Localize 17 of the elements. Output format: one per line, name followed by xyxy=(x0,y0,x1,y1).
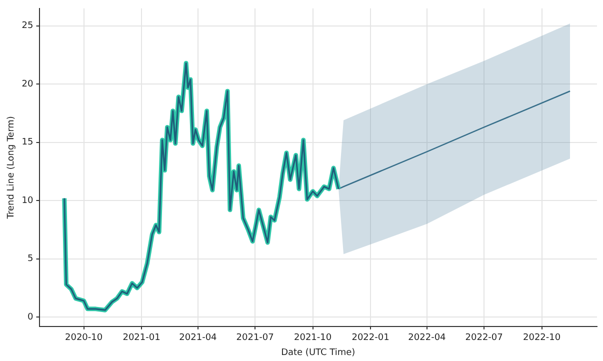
y-tick-label: 10 xyxy=(22,196,34,206)
y-tick-label: 25 xyxy=(22,21,34,32)
y-tick-label: 0 xyxy=(28,312,34,322)
x-axis-title: Date (UTC Time) xyxy=(281,348,356,358)
y-tick-label: 5 xyxy=(28,254,34,264)
y-axis-title: Trend Line (Long Term) xyxy=(6,116,17,220)
y-tick-label: 20 xyxy=(22,79,34,90)
x-tick-label: 2021-01 xyxy=(122,333,160,344)
x-tick-label: 2021-07 xyxy=(236,333,274,344)
x-tick-label: 2022-07 xyxy=(465,333,503,344)
x-tick-label: 2020-10 xyxy=(64,333,103,344)
x-tick-label: 2022-04 xyxy=(408,333,446,344)
y-tick-label: 15 xyxy=(22,138,34,148)
x-tick-label: 2022-10 xyxy=(522,333,561,344)
x-tick-label: 2022-01 xyxy=(352,333,390,344)
x-tick-label: 2021-04 xyxy=(179,333,218,344)
x-tick-label: 2021-10 xyxy=(294,333,332,344)
